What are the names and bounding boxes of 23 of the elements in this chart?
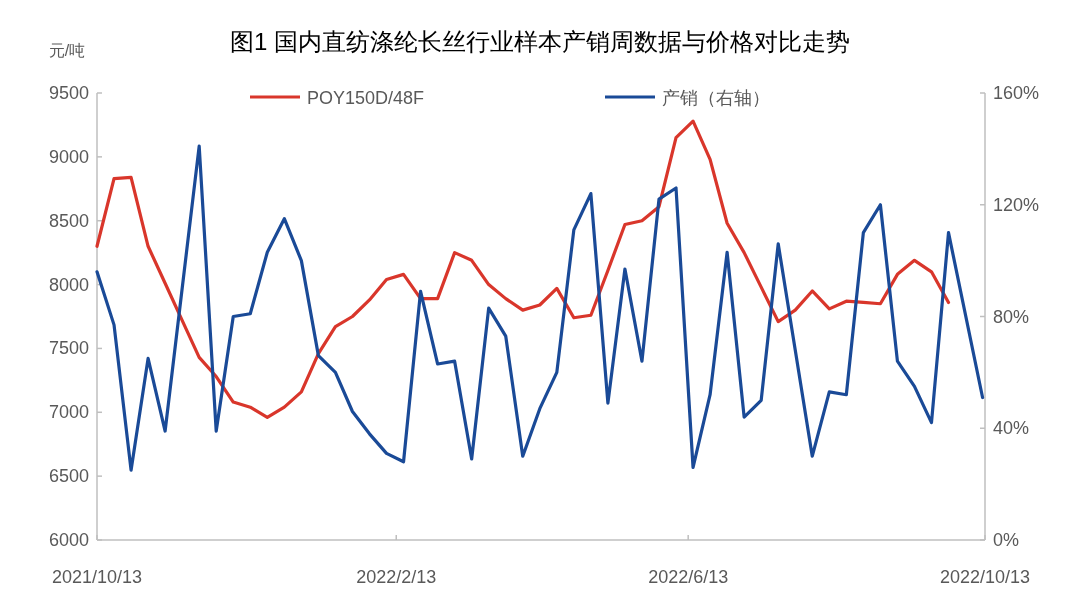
y-axis-title: 元/吨 bbox=[48, 42, 86, 59]
line-series bbox=[95, 119, 951, 419]
y2-tick-label: 120% bbox=[993, 194, 1040, 215]
legend-label: POY150D/48F bbox=[307, 88, 425, 108]
x-tick-label: 2022/10/13 bbox=[939, 567, 1031, 587]
y-tick-label: 8500 bbox=[48, 210, 89, 231]
y-tick-label: 7000 bbox=[48, 402, 89, 423]
y-tick-label: 6000 bbox=[48, 530, 89, 550]
legend-label: 产销（右轴） bbox=[662, 88, 770, 108]
y2-tick-label: 40% bbox=[993, 418, 1030, 439]
y2-tick-label: 0% bbox=[993, 530, 1020, 550]
y-tick-label: 7500 bbox=[48, 338, 89, 359]
chart-title: 图1 国内直纺涤纶长丝行业样本产销周数据与价格对比走势 bbox=[229, 28, 851, 55]
x-tick-label: 2022/6/13 bbox=[648, 567, 729, 587]
x-tick-label: 2021/10/13 bbox=[51, 567, 143, 587]
y-tick-label: 6500 bbox=[48, 466, 89, 487]
y-tick-label: 9500 bbox=[48, 83, 89, 103]
y-tick-label: 9000 bbox=[48, 146, 89, 167]
y-tick-label: 8000 bbox=[48, 274, 89, 295]
y2-tick-label: 160% bbox=[993, 83, 1040, 103]
y2-tick-label: 80% bbox=[993, 306, 1030, 327]
line-series bbox=[95, 144, 985, 472]
x-tick-label: 2022/2/13 bbox=[356, 567, 437, 587]
